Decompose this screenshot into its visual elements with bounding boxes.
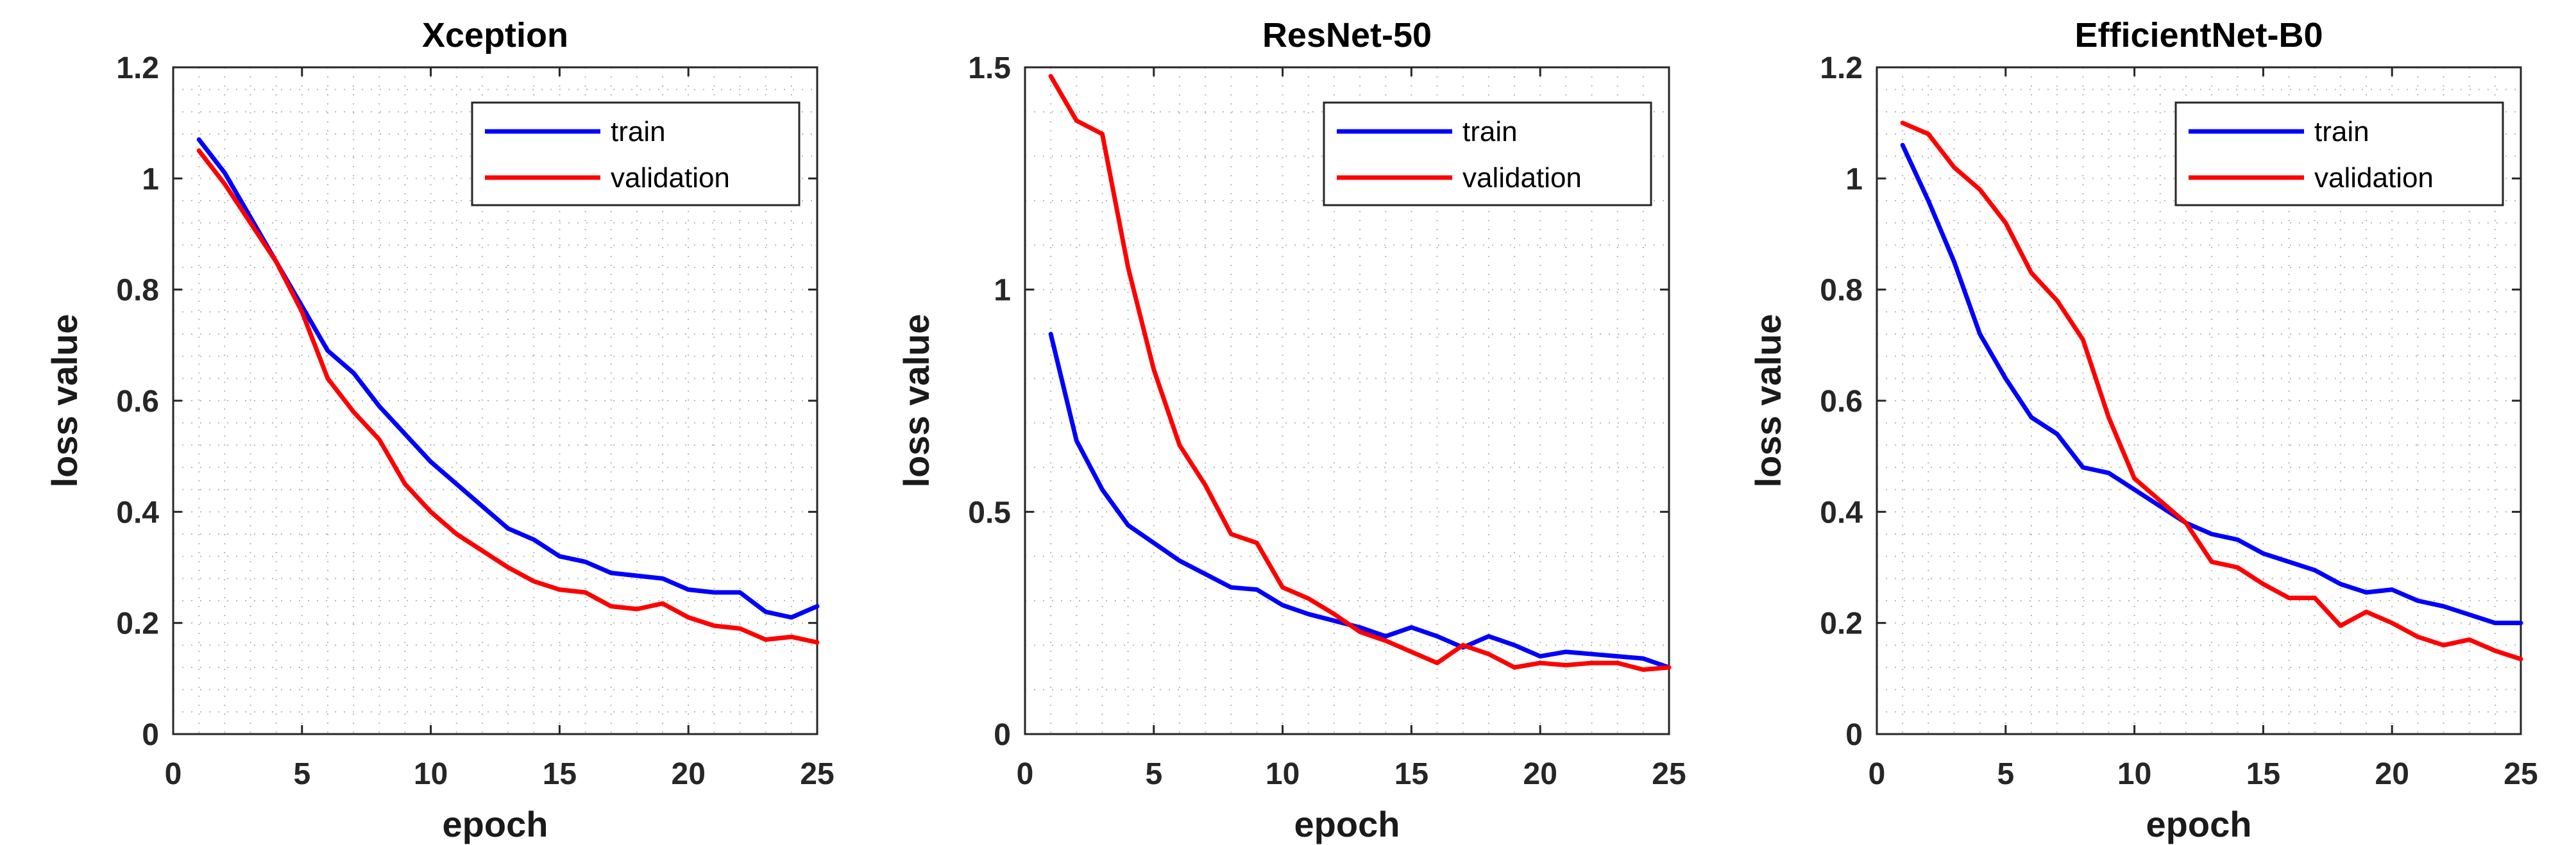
chart-title: ResNet-50 bbox=[1262, 16, 1432, 54]
y-tick-label: 0.8 bbox=[116, 274, 159, 308]
x-tick-label: 20 bbox=[2375, 757, 2409, 791]
grid bbox=[1876, 67, 2521, 735]
y-tick-label: 0 bbox=[994, 718, 1011, 752]
legend-label-validation: validation bbox=[1462, 162, 1582, 194]
y-tick-label: 0.6 bbox=[1820, 385, 1863, 419]
legend-box bbox=[1323, 101, 1652, 206]
y-tick-label: 0 bbox=[142, 718, 159, 752]
x-tick-label: 0 bbox=[1868, 757, 1886, 791]
x-axis-label: epoch bbox=[443, 804, 548, 844]
legend-label-validation: validation bbox=[611, 162, 730, 194]
x-tick-label: 10 bbox=[2117, 757, 2151, 791]
x-tick-label: 10 bbox=[414, 757, 448, 791]
x-tick-label: 25 bbox=[1652, 757, 1686, 791]
x-tick-label: 5 bbox=[1997, 757, 2014, 791]
series-line-validation bbox=[1048, 74, 1672, 672]
x-axis-label: epoch bbox=[1294, 804, 1400, 844]
x-tick-label: 25 bbox=[800, 757, 834, 791]
x-tick-label: 15 bbox=[543, 757, 577, 791]
x-tick-label: 15 bbox=[1394, 757, 1428, 791]
series-line-train bbox=[1048, 331, 1672, 670]
y-tick-label: 1 bbox=[994, 274, 1011, 308]
y-tick-label: 0 bbox=[1845, 718, 1863, 752]
legend: train validation bbox=[2174, 101, 2504, 206]
y-tick-label: 0.6 bbox=[116, 385, 159, 419]
x-tick-label: 5 bbox=[293, 757, 310, 791]
legend-label-validation: validation bbox=[2314, 162, 2434, 194]
y-tick-label: 1.2 bbox=[116, 51, 159, 85]
x-tick-label: 25 bbox=[2504, 757, 2538, 791]
chart-title: EfficientNet-B0 bbox=[2074, 16, 2323, 54]
legend: train validation bbox=[1323, 101, 1652, 206]
legend-label-train: train bbox=[1462, 116, 1518, 147]
legend-label-train: train bbox=[611, 116, 666, 147]
y-axis-label: loss value bbox=[44, 314, 85, 488]
x-tick-label: 5 bbox=[1145, 757, 1162, 791]
axes-box bbox=[1024, 66, 1670, 735]
y-tick-label: 0.4 bbox=[116, 496, 159, 530]
chart-title: Xception bbox=[422, 16, 568, 54]
chart-panel-3: 0 5 10 15 20 25 0 0.2 0.4 0.6 0.8 1 1.2 EfficientNet-… bbox=[1748, 16, 2538, 844]
y-tick-label: 0.8 bbox=[1820, 274, 1863, 308]
series-line-train bbox=[1900, 142, 2523, 626]
x-tick-label: 15 bbox=[2246, 757, 2280, 791]
y-tick-label: 0.5 bbox=[968, 496, 1011, 530]
legend: train validation bbox=[471, 101, 801, 206]
legend-label-train: train bbox=[2314, 116, 2369, 147]
y-tick-label: 1 bbox=[1845, 162, 1863, 196]
legend-box bbox=[471, 101, 801, 206]
y-tick-label: 1.5 bbox=[968, 51, 1011, 85]
series-line-validation bbox=[1900, 121, 2523, 662]
chart-panel-2: 0 5 10 15 20 25 0 0.5 1 1.5 ResNet-50 epoch loss val… bbox=[896, 16, 1686, 844]
grid bbox=[1024, 67, 1670, 735]
y-tick-label: 0.4 bbox=[1820, 496, 1863, 530]
chart-panel-1: 0 5 10 15 20 25 0 0.2 0.4 0.6 0.8 1 1.2 Xception epoch… bbox=[44, 16, 835, 844]
x-tick-label: 0 bbox=[1017, 757, 1034, 791]
series-line-validation bbox=[196, 148, 820, 645]
y-tick-label: 0.2 bbox=[1820, 607, 1863, 641]
x-tick-label: 0 bbox=[165, 757, 182, 791]
x-axis-label: epoch bbox=[2146, 804, 2252, 844]
x-tick-label: 20 bbox=[672, 757, 706, 791]
x-tick-label: 10 bbox=[1266, 757, 1300, 791]
x-tick-label: 20 bbox=[1523, 757, 1557, 791]
legend-box bbox=[2174, 101, 2504, 206]
y-axis-label: loss value bbox=[896, 314, 936, 488]
series-line-train bbox=[196, 137, 820, 620]
y-tick-label: 1 bbox=[142, 162, 159, 196]
y-tick-label: 1.2 bbox=[1820, 51, 1863, 85]
y-axis-label: loss value bbox=[1748, 314, 1788, 488]
y-tick-label: 0.2 bbox=[116, 607, 159, 641]
